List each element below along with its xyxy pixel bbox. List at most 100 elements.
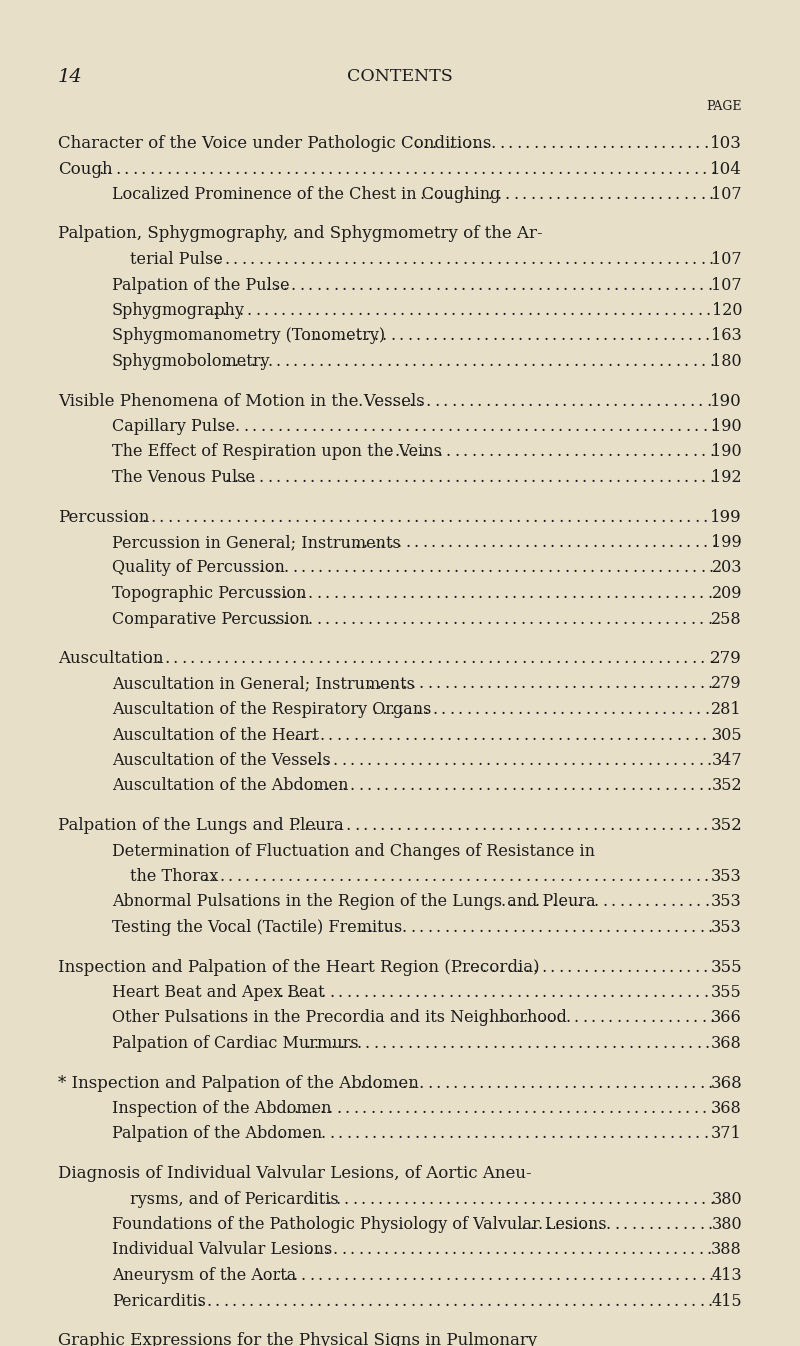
Text: .: . xyxy=(610,701,616,717)
Text: .: . xyxy=(626,534,631,551)
Text: .: . xyxy=(656,611,661,627)
Text: .: . xyxy=(367,586,372,602)
Text: .: . xyxy=(562,393,567,409)
Text: .: . xyxy=(310,468,314,486)
Text: .: . xyxy=(650,468,654,486)
Text: .: . xyxy=(616,1010,622,1027)
Text: .: . xyxy=(350,611,355,627)
Text: .: . xyxy=(554,752,558,769)
Text: .: . xyxy=(367,611,372,627)
Text: .: . xyxy=(323,302,329,319)
Text: .: . xyxy=(366,752,372,769)
Text: .: . xyxy=(418,393,422,409)
Text: .: . xyxy=(228,868,233,886)
Text: .: . xyxy=(610,534,614,551)
Text: .: . xyxy=(591,727,596,743)
Text: .: . xyxy=(708,1074,713,1092)
Text: .: . xyxy=(488,560,493,576)
Text: .: . xyxy=(338,984,343,1001)
Text: .: . xyxy=(472,727,478,743)
Text: .: . xyxy=(510,327,514,345)
Text: .: . xyxy=(341,778,346,794)
Text: .: . xyxy=(521,1215,526,1233)
Text: .: . xyxy=(494,778,499,794)
Text: .: . xyxy=(652,534,657,551)
Text: .: . xyxy=(690,276,695,293)
Text: .: . xyxy=(573,186,578,203)
Text: .: . xyxy=(453,1074,458,1092)
Text: .: . xyxy=(614,919,619,935)
Text: .: . xyxy=(320,509,326,525)
Text: .: . xyxy=(690,1292,696,1310)
Text: .: . xyxy=(461,276,466,293)
Text: 107: 107 xyxy=(711,276,742,293)
Text: .: . xyxy=(454,443,459,460)
Text: .: . xyxy=(664,752,670,769)
Text: .: . xyxy=(193,509,198,525)
Text: .: . xyxy=(378,468,382,486)
Text: .: . xyxy=(590,560,595,576)
Text: .: . xyxy=(350,1241,354,1259)
Text: .: . xyxy=(316,276,321,293)
Text: .: . xyxy=(706,752,712,769)
Text: .: . xyxy=(510,1035,514,1053)
Text: .: . xyxy=(525,1125,530,1143)
Text: .: . xyxy=(424,1035,430,1053)
Text: .: . xyxy=(650,250,654,268)
Text: .: . xyxy=(482,135,487,152)
Text: .: . xyxy=(693,1010,698,1027)
Text: .: . xyxy=(596,752,602,769)
Text: .: . xyxy=(456,817,462,835)
Text: .: . xyxy=(386,468,391,486)
Text: .: . xyxy=(354,817,359,835)
Text: .: . xyxy=(699,919,704,935)
Text: 353: 353 xyxy=(711,868,742,886)
Text: .: . xyxy=(579,778,584,794)
Text: .: . xyxy=(413,160,418,178)
Text: .: . xyxy=(607,443,612,460)
Text: .: . xyxy=(427,1292,432,1310)
Text: .: . xyxy=(607,468,612,486)
Text: .: . xyxy=(693,727,698,743)
Text: .: . xyxy=(400,302,405,319)
Text: .: . xyxy=(437,443,442,460)
Text: .: . xyxy=(150,509,155,525)
Text: .: . xyxy=(364,868,369,886)
Text: .: . xyxy=(522,560,527,576)
Text: .: . xyxy=(496,186,502,203)
Text: .: . xyxy=(598,560,603,576)
Text: .: . xyxy=(411,560,417,576)
Text: .: . xyxy=(307,611,313,627)
Text: .: . xyxy=(668,727,673,743)
Text: .: . xyxy=(314,1035,319,1053)
Text: .: . xyxy=(466,868,471,886)
Text: .: . xyxy=(498,817,504,835)
Text: .: . xyxy=(503,611,508,627)
Text: .: . xyxy=(601,958,606,976)
Text: .: . xyxy=(658,560,663,576)
Text: .: . xyxy=(294,1100,299,1117)
Text: .: . xyxy=(602,701,607,717)
Text: .: . xyxy=(486,676,492,692)
Text: .: . xyxy=(659,727,664,743)
Text: .: . xyxy=(610,868,615,886)
Text: .: . xyxy=(556,1267,561,1284)
Text: .: . xyxy=(420,1267,425,1284)
Text: .: . xyxy=(564,650,569,668)
Text: .: . xyxy=(606,1267,612,1284)
Text: .: . xyxy=(219,868,224,886)
Text: .: . xyxy=(333,778,338,794)
Text: .: . xyxy=(558,135,564,152)
Text: .: . xyxy=(449,984,454,1001)
Text: .: . xyxy=(638,752,644,769)
Text: .: . xyxy=(587,302,592,319)
Text: .: . xyxy=(217,160,222,178)
Text: .: . xyxy=(301,353,306,370)
Text: .: . xyxy=(550,419,554,435)
Text: .: . xyxy=(278,1125,283,1143)
Text: .: . xyxy=(630,393,635,409)
Text: .: . xyxy=(654,894,658,910)
Text: .: . xyxy=(545,752,550,769)
Text: .: . xyxy=(363,984,369,1001)
Text: .: . xyxy=(540,1100,546,1117)
